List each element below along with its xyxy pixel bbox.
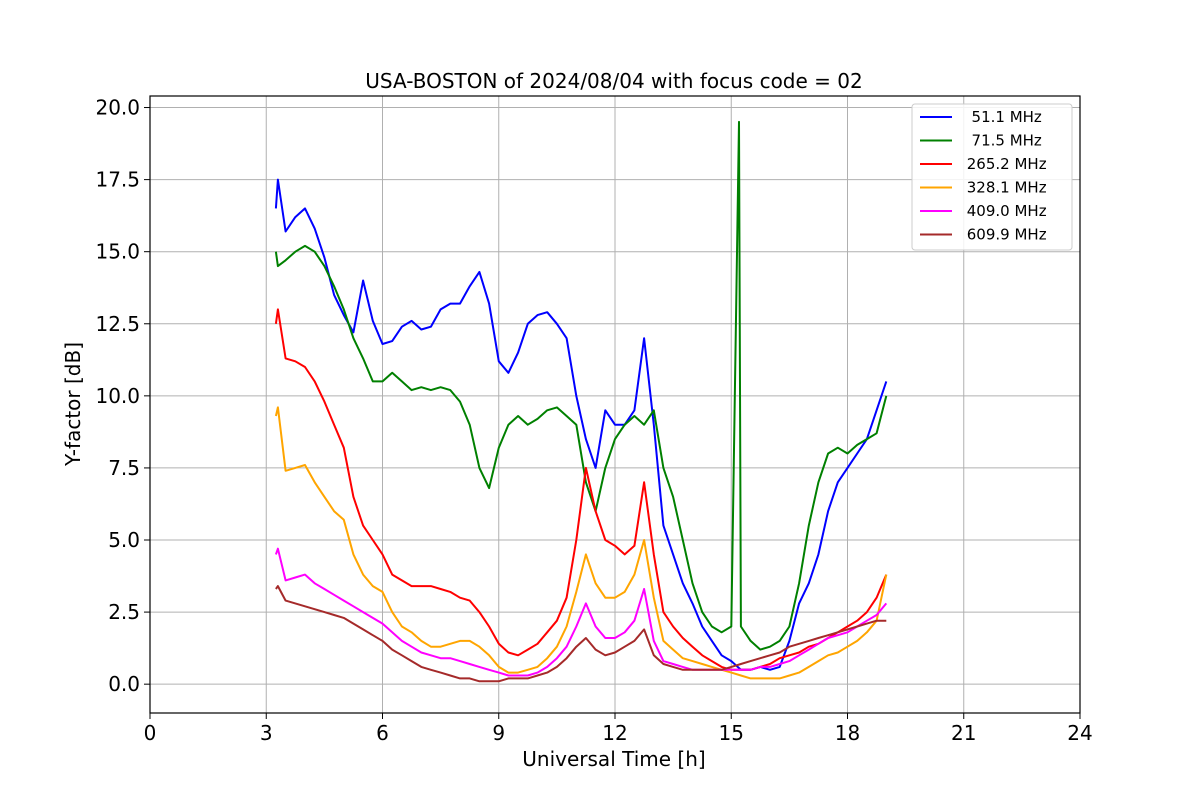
legend-label-2: 265.2 MHz: [962, 155, 1047, 173]
y-tick-label: 10.0: [95, 384, 140, 408]
legend-label-1: 71.5 MHz: [962, 132, 1042, 150]
y-axis-label: Y-factor [dB]: [61, 342, 85, 467]
y-tick-label: 0.0: [108, 672, 140, 696]
y-tick-label: 15.0: [95, 240, 140, 264]
legend-label-5: 609.9 MHz: [962, 226, 1047, 244]
x-tick-label: 18: [835, 721, 860, 745]
x-tick-label: 24: [1067, 721, 1092, 745]
x-tick-label: 6: [376, 721, 389, 745]
series-line-2: [274, 308, 888, 671]
x-tick-label: 12: [602, 721, 627, 745]
legend-label-0: 51.1 MHz: [962, 108, 1042, 126]
series-line-1: [274, 120, 888, 651]
y-tick-label: 20.0: [95, 96, 140, 120]
x-tick-label: 3: [260, 721, 273, 745]
y-tick-label: 7.5: [108, 456, 140, 480]
x-tick-label: 9: [492, 721, 505, 745]
plot-area: [274, 120, 888, 683]
axes: 0 3 6 9 12 15 18 21 24 0.0 2.5 5.0 7.5 10.0 12.5 15.0 17…: [95, 96, 1092, 745]
chart-title: USA-BOSTON of 2024/08/04 with focus code…: [365, 69, 862, 93]
x-axis-label: Universal Time [h]: [522, 747, 705, 771]
y-tick-label: 5.0: [108, 528, 140, 552]
x-tick-label: 0: [144, 721, 157, 745]
y-tick-label: 12.5: [95, 312, 140, 336]
legend-label-3: 328.1 MHz: [962, 179, 1047, 197]
y-tick-label: 17.5: [95, 168, 140, 192]
legend: 51.1 MHz 71.5 MHz 265.2 MHz 328.1 MHz 40…: [911, 103, 1073, 251]
series-line-4: [274, 547, 888, 677]
y-tick-label: 2.5: [108, 600, 140, 624]
x-tick-label: 21: [951, 721, 976, 745]
series-line-5: [275, 585, 887, 683]
x-tick-label: 15: [719, 721, 744, 745]
legend-label-4: 409.0 MHz: [962, 202, 1047, 220]
series-line-3: [274, 406, 888, 680]
